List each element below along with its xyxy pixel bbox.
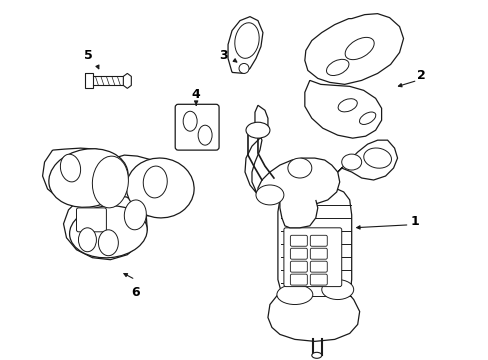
PathPatch shape xyxy=(258,158,339,204)
FancyBboxPatch shape xyxy=(76,208,106,232)
FancyBboxPatch shape xyxy=(284,228,341,287)
PathPatch shape xyxy=(244,105,267,195)
Ellipse shape xyxy=(239,63,248,73)
FancyBboxPatch shape xyxy=(290,248,306,259)
FancyBboxPatch shape xyxy=(310,261,326,272)
Ellipse shape xyxy=(198,125,212,145)
Ellipse shape xyxy=(92,156,128,208)
Ellipse shape xyxy=(287,158,311,178)
PathPatch shape xyxy=(85,73,93,88)
Text: 2: 2 xyxy=(416,69,425,82)
FancyBboxPatch shape xyxy=(290,274,306,285)
Ellipse shape xyxy=(363,148,391,168)
Text: 3: 3 xyxy=(218,49,227,62)
Ellipse shape xyxy=(341,154,361,170)
PathPatch shape xyxy=(42,148,123,205)
Ellipse shape xyxy=(234,23,259,58)
FancyBboxPatch shape xyxy=(290,261,306,272)
Ellipse shape xyxy=(321,280,353,300)
FancyBboxPatch shape xyxy=(310,274,326,285)
Ellipse shape xyxy=(183,111,197,131)
PathPatch shape xyxy=(114,155,178,216)
Ellipse shape xyxy=(78,228,96,252)
Ellipse shape xyxy=(60,154,81,182)
Ellipse shape xyxy=(98,230,118,256)
Ellipse shape xyxy=(276,285,312,305)
Text: 4: 4 xyxy=(191,88,200,101)
PathPatch shape xyxy=(337,140,397,180)
Text: 1: 1 xyxy=(409,215,418,228)
PathPatch shape xyxy=(63,196,147,260)
Ellipse shape xyxy=(124,200,146,230)
PathPatch shape xyxy=(304,14,403,84)
Ellipse shape xyxy=(255,185,284,205)
Ellipse shape xyxy=(126,158,194,218)
Ellipse shape xyxy=(143,166,167,198)
PathPatch shape xyxy=(123,73,131,88)
PathPatch shape xyxy=(267,293,359,341)
PathPatch shape xyxy=(277,186,351,318)
Ellipse shape xyxy=(311,352,321,358)
PathPatch shape xyxy=(227,17,263,73)
PathPatch shape xyxy=(279,198,317,228)
Ellipse shape xyxy=(345,37,373,60)
Ellipse shape xyxy=(245,122,269,138)
PathPatch shape xyxy=(304,80,381,138)
Text: 6: 6 xyxy=(131,286,140,299)
Ellipse shape xyxy=(337,99,357,112)
FancyBboxPatch shape xyxy=(290,235,306,246)
Text: 5: 5 xyxy=(84,49,93,62)
FancyBboxPatch shape xyxy=(175,104,219,150)
Ellipse shape xyxy=(359,112,375,125)
FancyBboxPatch shape xyxy=(310,248,326,259)
Ellipse shape xyxy=(49,149,128,207)
FancyBboxPatch shape xyxy=(310,235,326,246)
Ellipse shape xyxy=(326,59,348,76)
Ellipse shape xyxy=(69,206,147,258)
